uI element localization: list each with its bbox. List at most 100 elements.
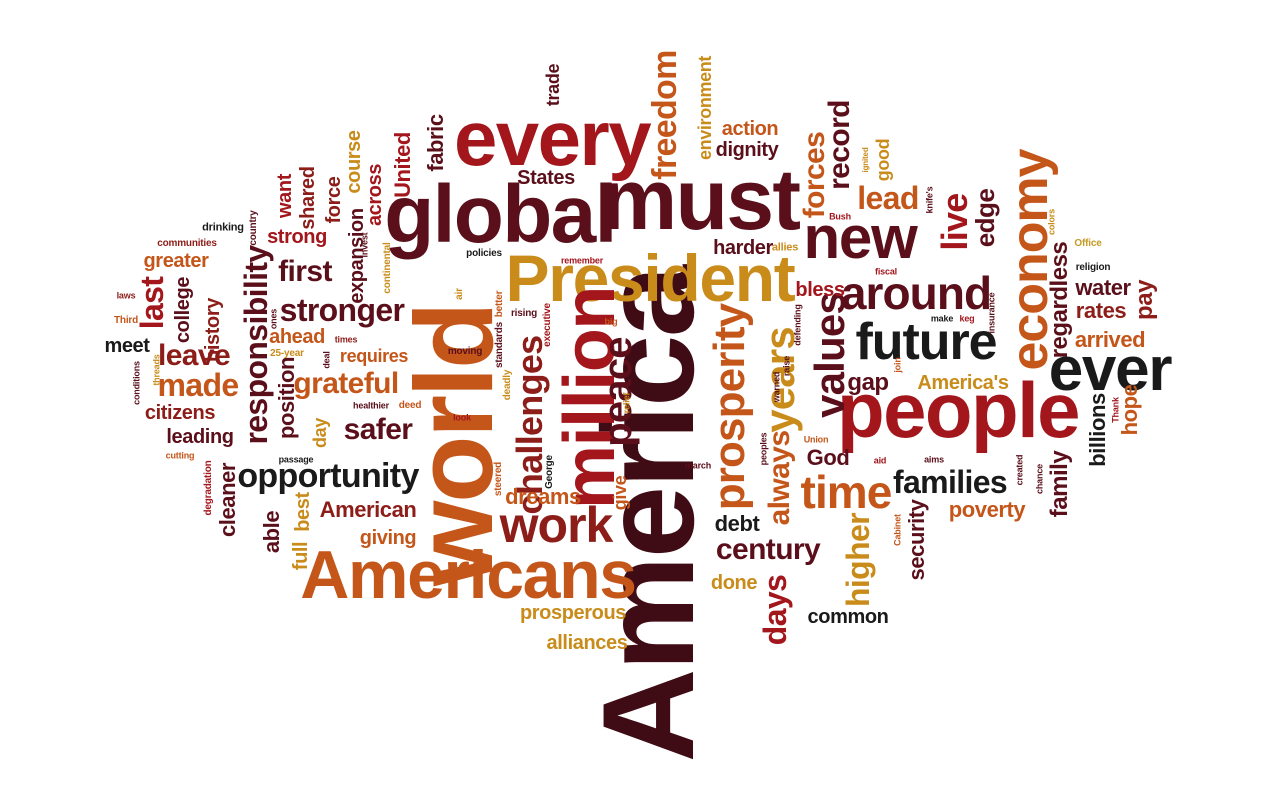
word-chance: chance [1034, 464, 1045, 494]
word-common: common [807, 606, 889, 628]
word-good: good [873, 138, 893, 182]
word-cleaner: cleaner [215, 463, 240, 537]
word-defending: defending [792, 304, 803, 346]
word-executive: executive [542, 303, 553, 347]
word-forces: forces [798, 131, 831, 219]
word-force: force [323, 176, 345, 224]
word-requires: requires [339, 346, 409, 366]
word-full: full [290, 541, 312, 571]
word-cutting: cutting [165, 450, 195, 461]
word-people: people [836, 366, 1081, 454]
word-pay: pay [1131, 280, 1158, 320]
word-raise: raise [781, 355, 792, 377]
word-march: march [684, 460, 712, 471]
word-prosperous: prosperous [519, 602, 627, 624]
word-opportunity: opportunity [237, 457, 419, 495]
word-made: made [157, 367, 239, 403]
word-americans: Americans [300, 537, 637, 613]
word-god: God [806, 445, 850, 470]
word-moving: moving [447, 346, 483, 357]
word-time: time [800, 466, 893, 518]
word-deadly: deadly [502, 369, 513, 401]
word-want: want [274, 174, 296, 218]
word-trade: trade [543, 63, 563, 107]
word-new: new [803, 204, 917, 271]
word-passage: passage [278, 454, 314, 465]
word-best: best [292, 492, 314, 532]
word-security: security [904, 499, 929, 581]
word-century: century [715, 533, 821, 566]
word-done: done [710, 572, 758, 594]
word-responsibility: responsibility [238, 245, 274, 445]
word-course: course [343, 130, 365, 194]
word-work: work [499, 497, 614, 553]
word-conditions: conditions [131, 361, 142, 405]
word-make: make [930, 313, 954, 324]
word-deed: deed [398, 400, 422, 411]
word-strong: strong [267, 226, 327, 248]
word-invest: invest [359, 232, 370, 258]
word-ahead: ahead [269, 326, 325, 348]
word-stronger: stronger [279, 292, 405, 328]
word-alliances: alliances [546, 632, 628, 654]
word-every: every [453, 94, 652, 182]
word-environment: environment [695, 55, 715, 161]
word-history: history [202, 298, 224, 362]
word-dignity: dignity [715, 139, 779, 161]
word-join: join [892, 357, 903, 373]
word-dreams: dreams [505, 484, 581, 509]
word-look: look [453, 412, 471, 423]
word-rising: rising [510, 308, 538, 319]
word-higher: higher [840, 513, 876, 607]
word-leave: leave [157, 339, 231, 372]
word-george: George [544, 455, 555, 489]
word-day: day [310, 418, 330, 448]
word-threads: threads [151, 354, 162, 386]
word-families: families [892, 464, 1008, 500]
word-keg: keg [959, 313, 975, 324]
word-aid: aid [873, 455, 887, 466]
word-rates: rates [1075, 298, 1127, 323]
word-peace: peace [596, 337, 640, 447]
word-edge: edge [970, 188, 1000, 248]
word-third: Third [114, 315, 138, 326]
word-degradation: degradation [203, 460, 214, 516]
word-values: values [806, 292, 853, 418]
word-citizens: citizens [144, 402, 216, 424]
word-safer: safer [343, 413, 413, 446]
word-country: country [248, 210, 259, 246]
word-shared: shared [297, 166, 319, 230]
word-drinking: drinking [202, 221, 244, 234]
word-standards: standards [494, 322, 505, 368]
word-harder: harder [713, 237, 773, 259]
word-cabinet: Cabinet [892, 514, 903, 546]
word-fabric: fabric [423, 114, 448, 172]
word-gap: gap [847, 369, 889, 396]
word-america-s: America's [917, 372, 1009, 394]
word-thank: Thank [1110, 397, 1121, 423]
word-always: always [763, 430, 796, 526]
word-bush: Bush [829, 211, 851, 222]
word-office: Office [1074, 238, 1102, 249]
word-future: future [855, 313, 997, 371]
word-freedom: freedom [646, 50, 684, 180]
word-healthier: healthier [353, 400, 389, 411]
word-grateful: grateful [293, 367, 399, 400]
word-ignited: ignited [861, 147, 870, 173]
word-family: family [1046, 450, 1073, 518]
word-poverty: poverty [948, 497, 1026, 522]
word-give: give [610, 475, 630, 511]
word-meet: meet [104, 335, 150, 357]
word-continental: continental [382, 242, 393, 294]
word-air: air [454, 288, 465, 300]
word-remember: remember [560, 255, 604, 266]
word-position: position [274, 356, 299, 440]
word-leading: leading [166, 426, 234, 448]
word-across: across [364, 163, 386, 227]
word-global: global [384, 169, 617, 260]
word-times: times [334, 334, 358, 345]
word-allies: allies [771, 241, 799, 254]
word-united: United [390, 132, 415, 198]
word-lead: lead [857, 180, 919, 216]
word-president: President [505, 241, 796, 315]
